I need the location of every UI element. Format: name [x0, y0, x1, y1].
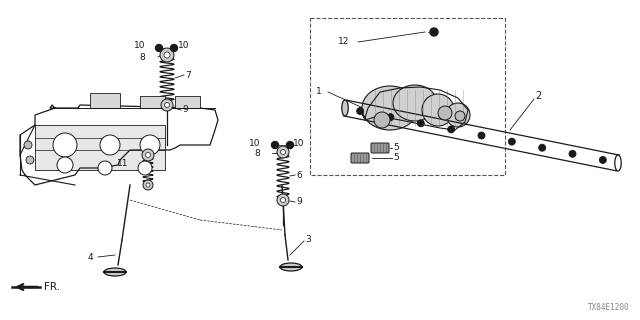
Circle shape: [26, 156, 34, 164]
Text: 10: 10: [178, 42, 189, 51]
Circle shape: [57, 157, 73, 173]
Text: 11: 11: [116, 158, 128, 167]
Text: 8: 8: [140, 52, 145, 61]
Ellipse shape: [422, 94, 454, 126]
Circle shape: [280, 149, 285, 155]
Circle shape: [160, 48, 174, 62]
Circle shape: [356, 108, 364, 115]
Circle shape: [24, 141, 32, 149]
Bar: [140, 96, 165, 108]
Text: 9: 9: [296, 197, 301, 206]
Circle shape: [146, 183, 150, 187]
Ellipse shape: [615, 155, 621, 171]
Circle shape: [161, 99, 173, 111]
Bar: [90, 93, 120, 108]
Circle shape: [287, 141, 294, 148]
Bar: [35, 125, 165, 170]
Circle shape: [145, 153, 150, 157]
Text: 7: 7: [185, 70, 191, 79]
Circle shape: [430, 28, 438, 36]
Circle shape: [387, 114, 394, 121]
Bar: [310, 18, 505, 175]
Circle shape: [280, 197, 285, 203]
Ellipse shape: [446, 103, 470, 127]
Circle shape: [140, 135, 160, 155]
Text: 10: 10: [293, 139, 305, 148]
Text: 3: 3: [305, 236, 311, 244]
Circle shape: [508, 138, 515, 145]
Text: 1: 1: [316, 87, 322, 97]
Text: 10: 10: [134, 42, 145, 51]
Circle shape: [374, 112, 390, 128]
Circle shape: [164, 102, 170, 108]
Text: FR.: FR.: [44, 282, 60, 292]
Circle shape: [599, 156, 606, 164]
Ellipse shape: [362, 86, 418, 130]
Text: 9: 9: [182, 106, 188, 115]
FancyBboxPatch shape: [371, 143, 389, 153]
Circle shape: [100, 135, 120, 155]
Circle shape: [277, 194, 289, 206]
Circle shape: [156, 44, 163, 52]
Circle shape: [164, 52, 170, 58]
Text: 5: 5: [393, 143, 399, 153]
Circle shape: [447, 126, 454, 133]
Circle shape: [98, 161, 112, 175]
Text: 2: 2: [535, 91, 541, 101]
Circle shape: [138, 161, 152, 175]
Circle shape: [170, 44, 177, 52]
Circle shape: [539, 144, 546, 151]
Text: 4: 4: [88, 253, 93, 262]
Circle shape: [142, 149, 154, 161]
Circle shape: [478, 132, 485, 139]
Bar: [175, 96, 200, 108]
Text: 6: 6: [296, 171, 301, 180]
Circle shape: [569, 150, 576, 157]
Text: 5: 5: [393, 154, 399, 163]
Circle shape: [417, 120, 424, 127]
Circle shape: [143, 180, 153, 190]
Text: TX84E1200: TX84E1200: [588, 303, 630, 312]
Ellipse shape: [104, 268, 126, 276]
Text: 8: 8: [254, 148, 260, 157]
Ellipse shape: [393, 85, 437, 121]
Circle shape: [271, 141, 278, 148]
Text: 12: 12: [338, 37, 349, 46]
Circle shape: [438, 106, 452, 120]
Ellipse shape: [342, 100, 348, 116]
Circle shape: [277, 146, 289, 158]
Circle shape: [53, 133, 77, 157]
Ellipse shape: [280, 263, 302, 271]
Text: 10: 10: [248, 139, 260, 148]
FancyBboxPatch shape: [351, 153, 369, 163]
Circle shape: [455, 111, 465, 121]
